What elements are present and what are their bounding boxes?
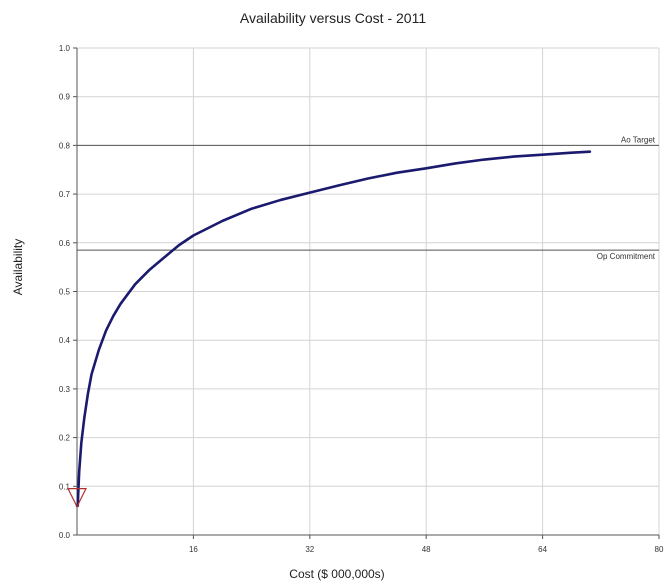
x-tick-label: 32: [305, 545, 314, 554]
triangle-down-marker: [67, 488, 87, 508]
x-tick-label: 48: [422, 545, 431, 554]
y-tick-label: 1.0: [59, 44, 71, 53]
y-tick-label: 0.4: [59, 336, 71, 345]
reference-line-label: Ao Target: [621, 135, 656, 144]
y-tick-label: 0.6: [59, 239, 71, 248]
y-axis-label: Availability: [11, 239, 25, 295]
axes: 0.0 0.1 0.2 0.3 0.4 0.5 0.6 0.7 0.8 0.9 1.0 16 32 48 6…: [59, 44, 664, 554]
y-tick-label: 0.0: [59, 531, 71, 540]
x-tick-label: 80: [655, 545, 664, 554]
x-tick-label: 16: [189, 545, 198, 554]
grid: [77, 47, 660, 535]
y-tick-label: 0.2: [59, 434, 71, 443]
reference-lines: Ao Target Op Commitment: [77, 135, 659, 261]
y-tick-label: 0.9: [59, 93, 71, 102]
y-tick-label: 0.5: [59, 288, 71, 297]
y-tick-label: 0.7: [59, 190, 71, 199]
chart-title: Availability versus Cost - 2011: [240, 10, 426, 26]
marker-layer: [67, 488, 87, 508]
series-layer: [75, 150, 592, 508]
y-tick-label: 0.3: [59, 385, 71, 394]
x-tick-label: 64: [538, 545, 547, 554]
y-tick-label: 0.1: [59, 482, 71, 491]
y-tick-label: 0.8: [59, 141, 71, 150]
x-axis-label: Cost ($ 000,000s): [289, 567, 384, 581]
reference-line-label: Op Commitment: [597, 252, 656, 261]
series-line: [75, 150, 592, 508]
